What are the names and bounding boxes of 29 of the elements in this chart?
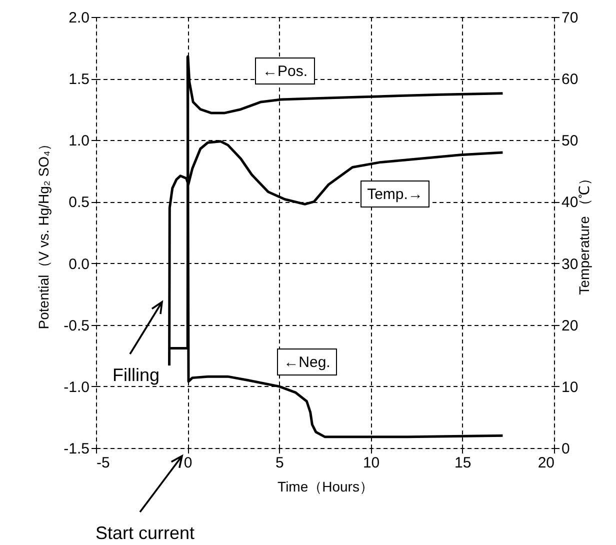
y2-tick-label: 40	[562, 194, 578, 212]
y2-tick-label: 60	[562, 71, 578, 88]
text: Start current	[95, 523, 195, 543]
y2-tick-label: 0	[562, 440, 570, 458]
y2-tick-label: 70	[562, 10, 578, 26]
x-tick-label: 15	[454, 454, 472, 472]
x-tick-label: 10	[362, 454, 380, 472]
y-tick-label: 0.5	[68, 194, 90, 212]
y-tick-label: 2.0	[68, 10, 90, 26]
y2-tick-label: 20	[562, 317, 578, 334]
y2-tick-label: 10	[562, 378, 578, 396]
x-axis-title: Time（Hours）	[278, 478, 374, 494]
x-tick-label: 20	[538, 454, 554, 472]
y2-tick-label: 30	[562, 256, 578, 273]
y-tick-label: -0.5	[64, 317, 90, 334]
y-tick-label: -1.5	[64, 440, 90, 458]
series-label: Temp.→	[367, 186, 423, 203]
annotation: Filling	[112, 365, 160, 385]
y-axis-title: Potential（V vs. Hg/Hg₂ SO₄）	[36, 136, 52, 330]
y-tick-label: 0.0	[68, 256, 90, 273]
x-tick-label: -5	[96, 454, 110, 472]
series-label: ←Pos.	[262, 63, 308, 80]
y-tick-label: -1.0	[64, 378, 90, 396]
y2-tick-label: 50	[562, 132, 578, 150]
x-tick-label: 0	[184, 454, 192, 472]
y-tick-label: 1.0	[68, 132, 90, 150]
x-tick-label: 5	[276, 454, 284, 472]
y-tick-label: 1.5	[68, 71, 90, 88]
series-label: ←Neg.	[284, 354, 330, 371]
